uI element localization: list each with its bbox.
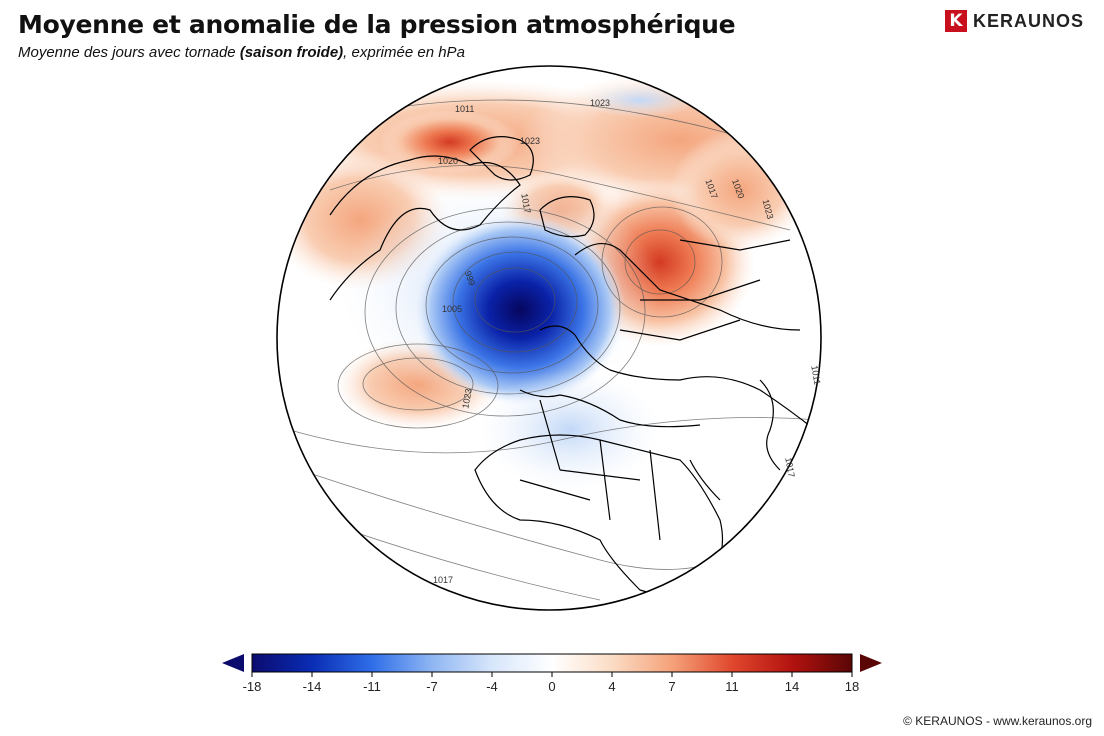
colorbar-tick-label: -11 [363, 679, 381, 694]
map-subtitle: Moyenne des jours avec tornade (saison f… [18, 44, 465, 61]
colorbar-tick-label: 7 [668, 679, 676, 694]
contour-label: 1011 [809, 365, 822, 386]
logo-mark-icon: K [944, 10, 967, 32]
colorbar-tick-label: 18 [844, 679, 860, 694]
colorbar-tick-label: -14 [302, 679, 322, 694]
contour-label: 1023 [460, 388, 473, 409]
colorbar-tick-label: -18 [242, 679, 262, 694]
colorbar-tick-label: 4 [608, 679, 616, 694]
colorbar-tick-label: -4 [486, 679, 498, 694]
colorbar-tick-label: 14 [784, 679, 800, 694]
colorbar-tick-label: -7 [426, 679, 438, 694]
contour-label: 1005 [442, 304, 462, 314]
colorbar-scale [251, 653, 853, 673]
contour-label: 1017 [783, 457, 796, 478]
contour-label: 1011 [455, 104, 474, 114]
colorbar-min-arrow [222, 654, 244, 672]
contour-label: 1023 [520, 136, 540, 146]
contour-label: 1017 [433, 575, 453, 585]
globe-fill [277, 66, 821, 610]
contour-label: 1023 [590, 98, 610, 108]
contour-label: 1017 [519, 193, 532, 214]
map-title: Moyenne et anomalie de la pression atmos… [18, 10, 736, 39]
colorbar-max-arrow [860, 654, 882, 672]
keraunos-logo: K KERAUNOS [944, 10, 1084, 32]
colorbar-tick-label: 0 [548, 679, 556, 694]
copyright: © KERAUNOS - www.keraunos.org [903, 714, 1092, 728]
logo-text: KERAUNOS [972, 10, 1084, 31]
contour-label: 999 [463, 270, 478, 288]
colorbar-tick-label: 11 [725, 679, 739, 694]
contour-label: 1020 [438, 156, 458, 166]
